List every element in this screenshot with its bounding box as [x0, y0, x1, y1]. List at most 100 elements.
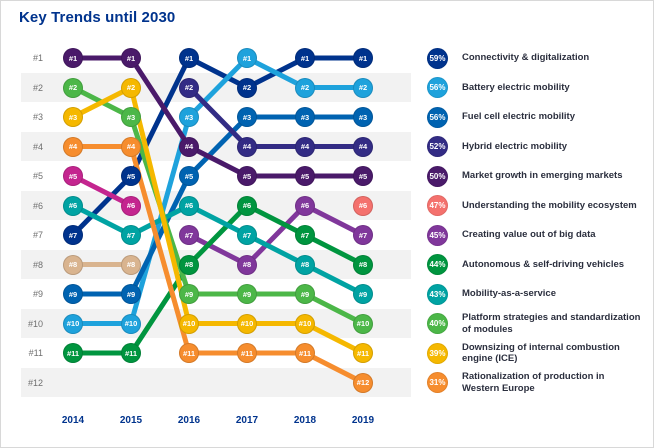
legend-item: 47% Understanding the mobility ecosystem	[427, 195, 644, 216]
rank-dot: #8	[353, 254, 373, 275]
rank-dot: #3	[295, 107, 315, 127]
year-axis-label: 2016	[177, 415, 201, 426]
year-axis-label: 2018	[293, 415, 317, 426]
rank-dot: #9	[63, 284, 83, 304]
legend-label: Mobility-as-a-service	[462, 288, 556, 300]
rank-dot: #10	[353, 313, 373, 334]
rank-dot: #8	[63, 254, 83, 275]
rank-dot: #6	[353, 195, 373, 216]
rank-dot: #4	[237, 136, 257, 157]
rank-axis-label: #3	[32, 112, 43, 122]
rank-dot: #10	[237, 313, 257, 334]
rank-dot: #5	[353, 166, 373, 186]
legend-pct-badge: 45%	[427, 224, 448, 246]
rank-dot: #11	[353, 343, 373, 363]
rank-dot: #10	[63, 313, 83, 334]
legend-pct-badge: 52%	[427, 136, 448, 157]
legend-label: Downsizing of internal combustion engine…	[462, 341, 620, 364]
legend-pct-badge: 31%	[427, 372, 448, 393]
rank-dot: #4	[179, 136, 199, 157]
rank-dot: #11	[237, 343, 257, 363]
rank-axis-label: #6	[32, 200, 43, 211]
rank-dot: #5	[295, 166, 315, 186]
legend-label: Platform strategies and standardization …	[462, 312, 641, 335]
rank-dot: #3	[63, 107, 83, 127]
legend-label: Fuel cell electric mobility	[462, 111, 575, 123]
rank-dot: #1	[63, 48, 83, 68]
rank-dot: #3	[179, 107, 199, 127]
legend-pct-badge: 40%	[427, 313, 448, 334]
rank-dot: #3	[121, 107, 141, 127]
legend-item: 44% Autonomous & self-driving vehicles	[427, 254, 644, 275]
legend-label: Hybrid electric mobility	[462, 140, 568, 152]
rank-axis-label: #7	[32, 230, 43, 240]
rank-dot: #8	[121, 254, 141, 275]
legend-label: Autonomous & self-driving vehicles	[462, 258, 625, 270]
rank-dot: #2	[179, 77, 199, 98]
rank-dot: #4	[121, 136, 141, 157]
legend-item: 39% Downsizing of internal combustion eng…	[427, 341, 644, 364]
rank-dot: #9	[353, 284, 373, 304]
legend-label: Creating value out of big data	[462, 229, 596, 241]
rank-dot: #1	[121, 48, 141, 68]
legend-item: 50% Market growth in emerging markets	[427, 165, 644, 187]
rank-dot: #3	[237, 107, 257, 127]
rank-dot: #10	[295, 313, 315, 334]
legend-item: 56% Battery electric mobility	[427, 77, 644, 98]
rank-dot: #7	[295, 225, 315, 245]
legend-item: 45% Creating value out of big data	[427, 224, 644, 246]
rank-dot: #5	[63, 166, 83, 186]
rank-dot: #2	[121, 77, 141, 98]
legend-item: 56% Fuel cell electric mobility	[427, 106, 644, 128]
legend-pct-badge: 39%	[427, 342, 448, 364]
year-axis-label: 2015	[119, 415, 143, 426]
rank-axis-label: #5	[32, 171, 43, 181]
legend-label: Rationalization of production in Western…	[462, 371, 605, 394]
rank-dot: #2	[63, 77, 83, 98]
rank-axis-label: #10	[27, 318, 43, 329]
rank-dot: #11	[63, 343, 83, 363]
rank-dot: #1	[237, 48, 257, 68]
rank-dot: #3	[353, 107, 373, 127]
rank-dot: #12	[353, 372, 373, 393]
legend-label: Connectivity & digitalization	[462, 52, 590, 64]
rank-dot: #6	[179, 195, 199, 216]
legend-item: 59% Connectivity & digitalization	[427, 47, 644, 69]
legend-pct-badge: 43%	[427, 283, 448, 305]
rank-axis-label: #1	[32, 53, 43, 63]
rank-dot: #10	[121, 313, 141, 334]
rank-dot: #5	[237, 166, 257, 186]
legend-pct-badge: 44%	[427, 254, 448, 275]
rank-dot: #9	[295, 284, 315, 304]
rank-dot: #1	[295, 48, 315, 68]
rank-dot: #7	[353, 225, 373, 245]
year-axis-label: 2017	[235, 415, 259, 426]
year-axis-label: 2019	[351, 415, 375, 426]
rank-dot: #10	[179, 313, 199, 334]
rank-dot: #8	[237, 254, 257, 275]
rank-dot: #2	[295, 77, 315, 98]
rank-dot: #1	[179, 48, 199, 68]
rank-dot: #4	[353, 136, 373, 157]
legend-label: Battery electric mobility	[462, 81, 570, 93]
rank-axis-label: #11	[28, 348, 43, 358]
legend-label: Understanding the mobility ecosystem	[462, 199, 637, 211]
rank-axis-label: #8	[32, 259, 43, 270]
rank-dot: #5	[121, 166, 141, 186]
rank-dot: #11	[121, 343, 141, 363]
rank-dot: #8	[179, 254, 199, 275]
rank-dot: #11	[295, 343, 315, 363]
rank-axis-label: #2	[32, 82, 43, 93]
rank-dot: #4	[63, 136, 83, 157]
rank-dot: #1	[353, 48, 373, 68]
rank-dot: #5	[179, 166, 199, 186]
rank-dot: #6	[63, 195, 83, 216]
rank-dot: #7	[237, 225, 257, 245]
rank-dot: #7	[63, 225, 83, 245]
page-title: Key Trends until 2030	[19, 9, 176, 26]
rank-dot: #2	[353, 77, 373, 98]
legend-pct-badge: 56%	[427, 106, 448, 128]
rank-dot: #9	[179, 284, 199, 304]
rank-axis-label: #4	[32, 141, 43, 152]
